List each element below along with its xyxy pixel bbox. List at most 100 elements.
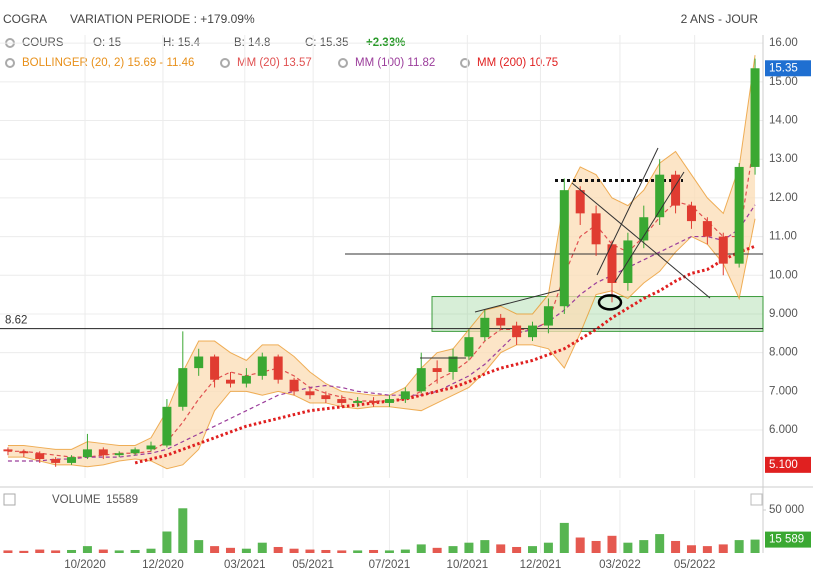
candle-body xyxy=(273,356,283,380)
volume-bar xyxy=(67,549,77,553)
candle-body xyxy=(734,166,744,264)
volume-tick-label: 50 000 xyxy=(769,504,804,516)
plot: 6.000 7.000 8.000 9.000 10.00 11.00 12.00 13.00… xyxy=(0,35,811,571)
gear-icon[interactable] xyxy=(460,58,470,68)
volume-bar xyxy=(35,549,45,553)
candle-body xyxy=(225,379,235,384)
volume-legend: VOLUME xyxy=(52,494,101,506)
drawings xyxy=(420,147,711,359)
candle-body xyxy=(369,401,379,403)
volume-bar xyxy=(400,549,410,553)
candle-body xyxy=(702,221,712,237)
gear-icon[interactable] xyxy=(5,58,15,68)
candle-body xyxy=(67,457,77,463)
volume-bar xyxy=(162,531,172,553)
last-price-tag: 15.35 xyxy=(769,62,798,74)
volume-bar xyxy=(702,546,712,553)
candle-body xyxy=(607,244,617,284)
gear-icon[interactable] xyxy=(338,58,348,68)
volume-bar xyxy=(130,549,140,553)
close-icon[interactable] xyxy=(3,493,16,506)
candle-body xyxy=(82,449,92,458)
gear-icon[interactable] xyxy=(220,58,230,68)
trend-line xyxy=(614,171,685,283)
volume-bar xyxy=(655,534,665,553)
x-tick-label: 03/2021 xyxy=(224,559,266,571)
x-tick-label: 10/2020 xyxy=(64,559,106,571)
volume-bar xyxy=(496,544,506,553)
candle-body xyxy=(464,337,474,357)
candle-body xyxy=(432,368,442,372)
candle-body xyxy=(686,205,696,222)
volume-bar xyxy=(607,535,617,553)
candle-body xyxy=(337,399,347,403)
x-tick-label: 10/2021 xyxy=(447,559,489,571)
legend-mm20: MM (20) 13.57 xyxy=(237,57,312,69)
trend-line xyxy=(474,289,561,313)
candle-body xyxy=(559,190,569,307)
volume-bar xyxy=(321,549,331,553)
candle-body xyxy=(241,375,251,384)
candle-body xyxy=(750,68,760,167)
candle-body xyxy=(210,356,220,380)
candle-body xyxy=(289,379,299,392)
volume-bar xyxy=(114,550,124,553)
candle-body xyxy=(353,401,363,403)
candle-body xyxy=(305,391,315,396)
volume-bar xyxy=(98,549,108,553)
volume-bar xyxy=(512,546,522,553)
candle-body xyxy=(512,325,522,338)
candle-body xyxy=(416,368,426,392)
x-tick-label: 05/2021 xyxy=(292,559,334,571)
volume-bar xyxy=(686,545,696,553)
candle-body xyxy=(591,213,601,245)
volume-bar xyxy=(225,547,235,553)
candle-body xyxy=(671,174,681,206)
candle-body xyxy=(480,317,490,338)
candle-body xyxy=(146,445,156,450)
candle-body xyxy=(130,449,140,454)
x-tick-label: 07/2021 xyxy=(369,559,411,571)
volume-last-tag-bg xyxy=(765,531,811,548)
chart-title: COGRA xyxy=(3,12,47,26)
moving-average xyxy=(7,204,756,462)
volume-bar xyxy=(273,546,283,553)
reference-tag: 5.100 xyxy=(769,459,798,471)
candle-body xyxy=(178,368,188,407)
candle-body xyxy=(543,306,553,326)
candle-body xyxy=(35,453,45,460)
legend-mm200: MM (200) 10.75 xyxy=(477,57,558,69)
volume-bar xyxy=(432,547,442,553)
y-tick-label: 6.000 xyxy=(769,424,798,436)
reference-tag-bg xyxy=(765,456,811,473)
candle-body xyxy=(3,449,13,452)
volume-bar xyxy=(3,550,13,553)
y-tick-label: 10.00 xyxy=(769,269,798,281)
volume-bar xyxy=(51,550,61,553)
y-tick-label: 12.00 xyxy=(769,192,798,204)
volume-bar xyxy=(178,508,188,553)
checkbox[interactable] xyxy=(750,493,763,506)
candle-body xyxy=(98,449,108,456)
volume-bar xyxy=(82,546,92,553)
volume-bar xyxy=(591,540,601,553)
volume-bar xyxy=(305,549,315,553)
x-tick-label: 12/2020 xyxy=(142,559,184,571)
candle-body xyxy=(321,395,331,400)
candle-body xyxy=(19,451,29,454)
chart-subtitle: VARIATION PERIODE : +179.09% xyxy=(70,12,255,26)
trend-line xyxy=(596,147,659,276)
y-tick-label: 16.00 xyxy=(769,37,798,49)
volume-bar xyxy=(416,544,426,553)
legend: COURS O: 15 H: 15.4 B: 14.8 C: 15.35 +2.… xyxy=(5,37,558,69)
last-price-tag-bg xyxy=(765,60,811,77)
volume-bar xyxy=(480,540,490,553)
volume-bar xyxy=(543,542,553,553)
candle-body xyxy=(575,190,585,214)
volume-bar xyxy=(623,542,633,553)
volume-bar xyxy=(146,548,156,553)
volume-bar xyxy=(353,550,363,553)
volume-last-tag: 15 589 xyxy=(769,534,804,546)
volume-bar xyxy=(19,550,29,553)
y-tick-label: 7.000 xyxy=(769,385,798,397)
